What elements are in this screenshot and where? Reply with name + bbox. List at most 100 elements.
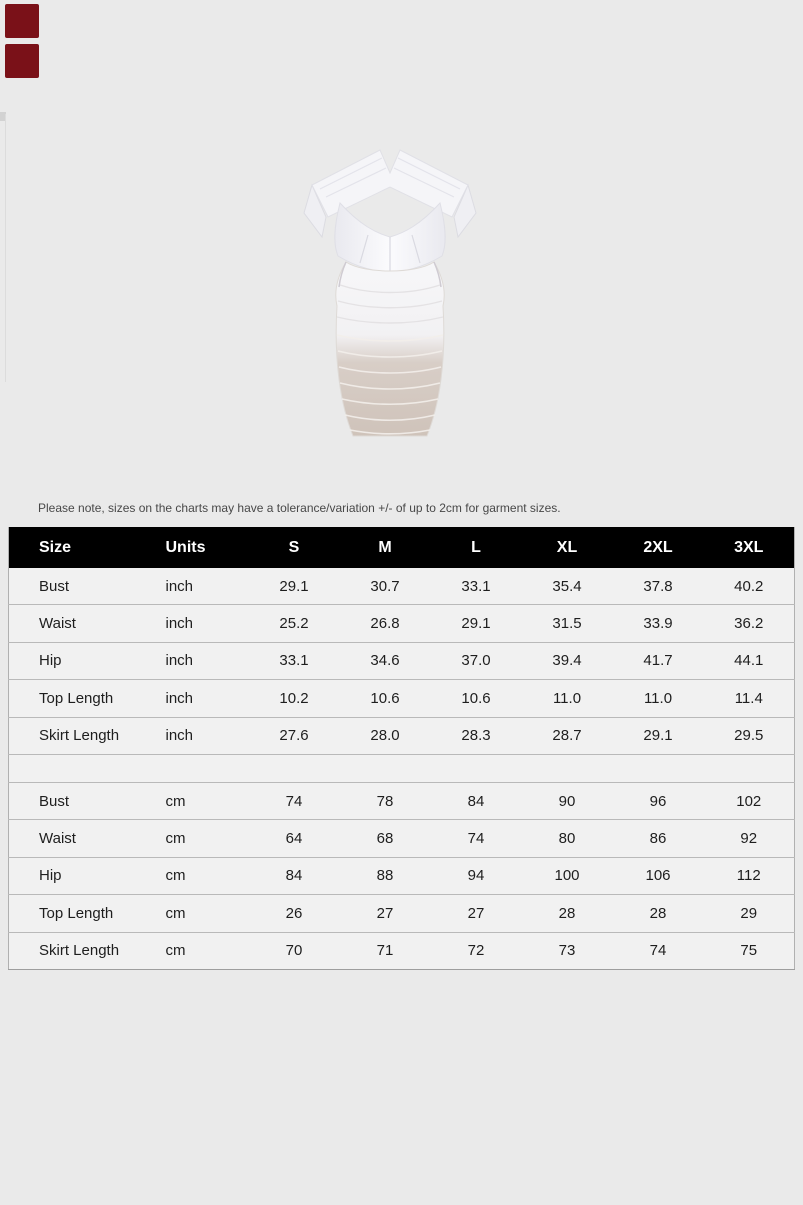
measurement-value: 44.1 — [703, 642, 795, 681]
measurement-value: 31.5 — [521, 604, 613, 643]
measurement-value: 68 — [339, 819, 431, 858]
measurement-value: 11.0 — [612, 679, 704, 718]
measurement-label: Skirt Length — [8, 717, 159, 755]
measurement-value: 37.8 — [612, 568, 704, 606]
measurement-value: 100 — [521, 857, 613, 896]
measurement-value: 27 — [430, 894, 522, 933]
table-row: Hip cm 84 88 94 100 106 112 — [8, 857, 795, 896]
measurement-value: 90 — [521, 782, 613, 821]
measurement-value: 34.6 — [339, 642, 431, 681]
header-l: L — [430, 527, 522, 568]
corner-color-swatch-1 — [5, 4, 39, 38]
measurement-value: 40.2 — [703, 568, 795, 606]
measurement-value: 29.1 — [248, 568, 340, 606]
measurement-value: 112 — [703, 857, 795, 896]
spacer-cell — [612, 754, 704, 783]
measurement-value: 33.9 — [612, 604, 704, 643]
header-xl: XL — [521, 527, 613, 568]
measurement-unit: cm — [158, 857, 249, 896]
spacer-cell — [521, 754, 613, 783]
measurement-unit: cm — [158, 894, 249, 933]
measurement-value: 96 — [612, 782, 704, 821]
measurement-value: 33.1 — [430, 568, 522, 606]
table-row: Top Length cm 26 27 27 28 28 29 — [8, 894, 795, 933]
measurement-value: 33.1 — [248, 642, 340, 681]
spacer-cell — [430, 754, 522, 783]
measurement-value: 80 — [521, 819, 613, 858]
table-row: Bust cm 74 78 84 90 96 102 — [8, 782, 795, 821]
measurement-value: 71 — [339, 932, 431, 970]
table-row: Bust inch 29.1 30.7 33.1 35.4 37.8 40.2 — [8, 568, 795, 606]
measurement-value: 35.4 — [521, 568, 613, 606]
measurement-value: 30.7 — [339, 568, 431, 606]
header-3xl: 3XL — [703, 527, 795, 568]
measurement-value: 29.5 — [703, 717, 795, 755]
measurement-value: 28.7 — [521, 717, 613, 755]
measurement-value: 11.4 — [703, 679, 795, 718]
measurement-value: 36.2 — [703, 604, 795, 643]
measurement-label: Bust — [8, 782, 159, 821]
measurement-value: 74 — [430, 819, 522, 858]
measurement-value: 88 — [339, 857, 431, 896]
spacer-cell — [8, 754, 159, 783]
measurement-value: 29.1 — [612, 717, 704, 755]
measurement-label: Waist — [8, 819, 159, 858]
measurement-unit: inch — [158, 717, 249, 755]
measurement-unit: inch — [158, 568, 249, 606]
table-row: Skirt Length inch 27.6 28.0 28.3 28.7 29.1 29.5 — [8, 717, 795, 755]
measurement-value: 27.6 — [248, 717, 340, 755]
measurement-unit: inch — [158, 642, 249, 681]
table-row: Hip inch 33.1 34.6 37.0 39.4 41.7 44.1 — [8, 642, 795, 681]
measurement-label: Hip — [8, 642, 159, 681]
measurement-value: 94 — [430, 857, 522, 896]
measurement-unit: inch — [158, 604, 249, 643]
tolerance-note: Please note, sizes on the charts may hav… — [38, 501, 561, 515]
size-chart-body: Bust inch 29.1 30.7 33.1 35.4 37.8 40.2 Waist inc… — [8, 568, 795, 970]
measurement-value: 25.2 — [248, 604, 340, 643]
page-edge-line — [5, 114, 6, 382]
header-2xl: 2XL — [612, 527, 704, 568]
measurement-value: 86 — [612, 819, 704, 858]
measurement-value: 37.0 — [430, 642, 522, 681]
dress-illustration — [303, 149, 477, 437]
measurement-value: 29 — [703, 894, 795, 933]
size-chart-table: Size Units S M L XL 2XL 3XL Bust inch 29.1… — [8, 527, 795, 970]
measurement-value: 41.7 — [612, 642, 704, 681]
measurement-value: 72 — [430, 932, 522, 970]
measurement-value: 92 — [703, 819, 795, 858]
page-edge-mark — [0, 112, 6, 121]
spacer-row — [8, 754, 795, 783]
measurement-value: 28.0 — [339, 717, 431, 755]
table-row: Waist cm 64 68 74 80 86 92 — [8, 819, 795, 858]
measurement-value: 28 — [612, 894, 704, 933]
spacer-cell — [248, 754, 340, 783]
size-chart-header: Size Units S M L XL 2XL 3XL — [8, 527, 795, 568]
measurement-unit: cm — [158, 782, 249, 821]
measurement-value: 27 — [339, 894, 431, 933]
measurement-value: 29.1 — [430, 604, 522, 643]
measurement-value: 84 — [248, 857, 340, 896]
measurement-unit: inch — [158, 679, 249, 718]
measurement-value: 106 — [612, 857, 704, 896]
spacer-cell — [703, 754, 795, 783]
table-row: Top Length inch 10.2 10.6 10.6 11.0 11.0 11.4 — [8, 679, 795, 718]
header-s: S — [248, 527, 340, 568]
header-m: M — [339, 527, 431, 568]
product-image — [300, 143, 480, 445]
measurement-label: Top Length — [8, 679, 159, 718]
measurement-label: Hip — [8, 857, 159, 896]
measurement-value: 75 — [703, 932, 795, 970]
measurement-unit: cm — [158, 819, 249, 858]
measurement-label: Top Length — [8, 894, 159, 933]
header-size: Size — [8, 527, 159, 568]
corner-color-swatch-2 — [5, 44, 39, 78]
measurement-value: 10.6 — [339, 679, 431, 718]
measurement-value: 28 — [521, 894, 613, 933]
header-units: Units — [158, 527, 249, 568]
measurement-value: 10.6 — [430, 679, 522, 718]
measurement-label: Bust — [8, 568, 159, 606]
measurement-value: 10.2 — [248, 679, 340, 718]
measurement-value: 78 — [339, 782, 431, 821]
measurement-value: 28.3 — [430, 717, 522, 755]
table-row: Skirt Length cm 70 71 72 73 74 75 — [8, 932, 795, 970]
